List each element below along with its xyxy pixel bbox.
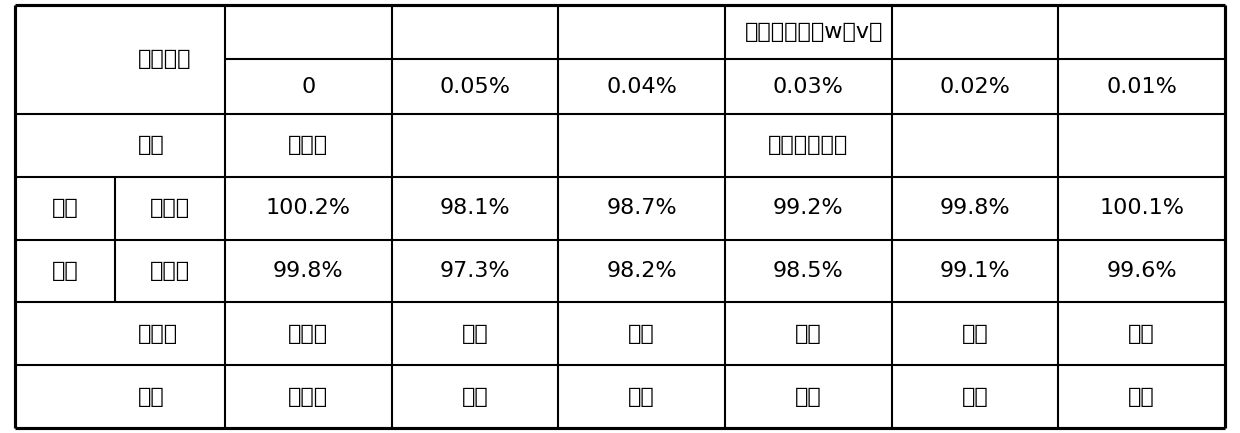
Text: 99.8%: 99.8%: [940, 198, 1011, 218]
Text: 97.3%: 97.3%: [440, 261, 511, 281]
Text: 98.5%: 98.5%: [773, 261, 843, 281]
Text: 检查项目: 检查项目: [138, 49, 191, 69]
Text: 合格: 合格: [795, 324, 822, 344]
Text: 98.1%: 98.1%: [440, 198, 511, 218]
Text: 含量: 含量: [52, 261, 78, 281]
Text: 100.2%: 100.2%: [265, 198, 351, 218]
Text: 合格: 合格: [795, 387, 822, 407]
Text: 主药: 主药: [52, 198, 78, 218]
Text: 热原: 热原: [138, 387, 165, 407]
Text: 0.04%: 0.04%: [606, 77, 677, 97]
Text: 0: 0: [301, 77, 315, 97]
Text: 无色澄明液体: 无色澄明液体: [769, 135, 848, 155]
Text: 合格: 合格: [962, 324, 988, 344]
Text: 99.6%: 99.6%: [1106, 261, 1177, 281]
Text: 氯化钓: 氯化钓: [150, 261, 190, 281]
Text: 不合格: 不合格: [288, 135, 329, 155]
Text: 活性炭用量（w／v）: 活性炭用量（w／v）: [745, 22, 883, 42]
Text: 合格: 合格: [629, 387, 655, 407]
Text: 合格: 合格: [461, 324, 489, 344]
Text: 替硐唹: 替硐唹: [150, 198, 190, 218]
Text: 合格: 合格: [1128, 324, 1154, 344]
Text: 不合格: 不合格: [288, 324, 329, 344]
Text: 99.2%: 99.2%: [773, 198, 843, 218]
Text: 98.7%: 98.7%: [606, 198, 677, 218]
Text: 合格: 合格: [962, 387, 988, 407]
Text: 0.02%: 0.02%: [940, 77, 1011, 97]
Text: 合格: 合格: [461, 387, 489, 407]
Text: 0.03%: 0.03%: [773, 77, 843, 97]
Text: 不合格: 不合格: [288, 387, 329, 407]
Text: 0.05%: 0.05%: [439, 77, 511, 97]
Text: 99.1%: 99.1%: [940, 261, 1011, 281]
Text: 0.01%: 0.01%: [1106, 77, 1177, 97]
Text: 99.8%: 99.8%: [273, 261, 343, 281]
Text: 98.2%: 98.2%: [606, 261, 677, 281]
Text: 性状: 性状: [138, 135, 165, 155]
Text: 澄明度: 澄明度: [138, 324, 179, 344]
Text: 100.1%: 100.1%: [1099, 198, 1184, 218]
Text: 合格: 合格: [629, 324, 655, 344]
Text: 合格: 合格: [1128, 387, 1154, 407]
